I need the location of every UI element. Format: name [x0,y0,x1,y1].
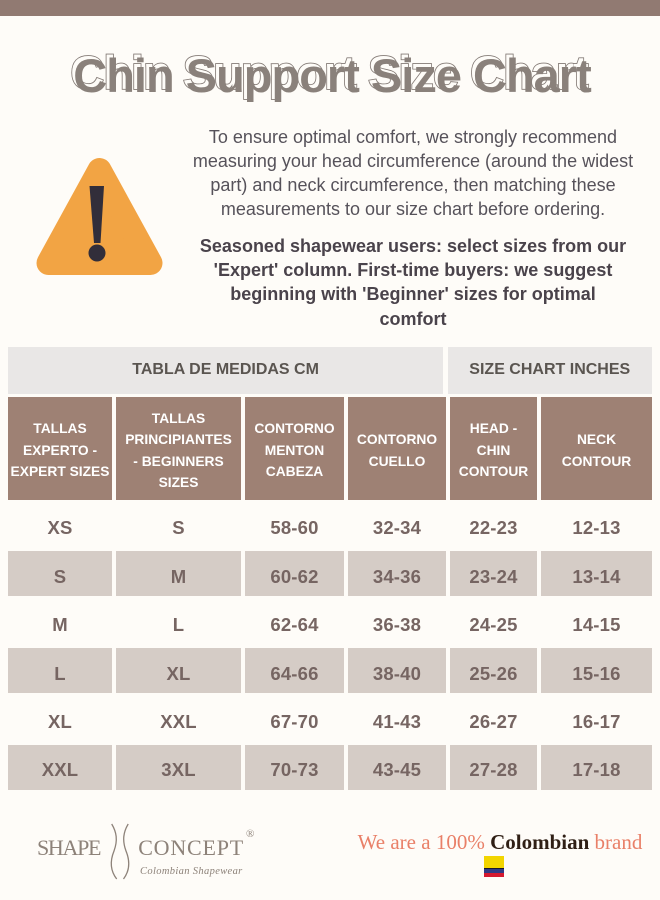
svg-text:Chin Support Size Chart: Chin Support Size Chart [73,49,592,102]
svg-text:Chin Support Size Chart: Chin Support Size Chart [70,46,589,99]
svg-text:Colombian Shapewear: Colombian Shapewear [140,866,243,877]
svg-text:SHAPE: SHAPE [37,835,101,860]
svg-text:®: ® [246,828,254,840]
svg-text:CONCEPT: CONCEPT [138,835,244,860]
